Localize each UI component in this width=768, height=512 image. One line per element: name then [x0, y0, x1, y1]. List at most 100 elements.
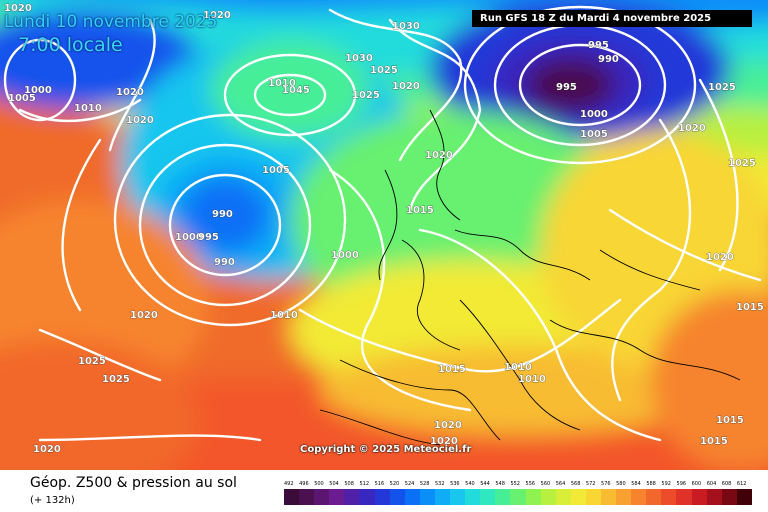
legend-swatch	[419, 489, 435, 505]
isobar-label: 1005	[8, 93, 36, 104]
isobar-label: 1025	[352, 90, 380, 101]
legend-label: 568	[570, 481, 581, 487]
isobar-label: 1020	[126, 115, 154, 126]
model-run-info: Run GFS 18 Z du Mardi 4 novembre 2025	[472, 10, 752, 27]
isobar-label: 1000	[331, 250, 359, 261]
legend-swatch	[691, 489, 707, 505]
isobar-label: 1015	[700, 436, 728, 447]
isobar-label: 1015	[438, 364, 466, 375]
isobar-label: 1020	[678, 123, 706, 134]
legend-label: 576	[601, 481, 611, 487]
legend-swatch	[434, 489, 451, 505]
legend-label: 524	[404, 481, 415, 487]
lead-time: (+ 132h)	[30, 495, 75, 506]
legend-swatch	[540, 489, 556, 505]
legend-swatch	[570, 489, 586, 505]
isobar-label: 995	[556, 82, 577, 93]
legend-swatch	[299, 489, 315, 505]
legend-label: 596	[676, 481, 687, 487]
isobar-label: 1020	[434, 420, 462, 431]
isobar-label: 990	[214, 257, 235, 268]
isobar-label: 1010	[270, 310, 298, 321]
legend-swatch	[736, 489, 752, 505]
map-footer: Géop. Z500 & pression au sol (+ 132h) 49…	[0, 470, 768, 512]
isobar-label: 990	[212, 209, 233, 220]
isobar-label: 1010	[518, 374, 546, 385]
legend-label: 528	[419, 481, 430, 487]
isobar-label: 1045	[282, 85, 310, 96]
legend-labels: 492 496 500 504 508 512 516 520 524 528 532 536 540 5…	[284, 470, 754, 487]
legend-swatch	[389, 489, 405, 505]
legend-label: 556	[525, 481, 536, 487]
isobar-label: 1010	[74, 103, 102, 114]
isobar-label: 1000	[175, 232, 203, 243]
color-legend	[284, 489, 752, 505]
legend-label: 552	[510, 481, 520, 487]
legend-swatch	[495, 489, 511, 505]
isobar-label: 1020	[203, 10, 231, 21]
legend-label: 564	[555, 481, 566, 487]
legend-swatch	[525, 489, 541, 505]
legend-label: 612	[736, 481, 747, 487]
legend-label: 516	[374, 481, 385, 487]
legend-swatch	[646, 489, 662, 505]
isobar-label: 1025	[708, 82, 736, 93]
isobar-label: 1020	[116, 87, 144, 98]
legend-label: 540	[465, 481, 475, 487]
map-canvas: 1020 1020 1030 1000 1005 1010 1020 1020 …	[0, 0, 768, 470]
legend-swatch	[706, 489, 722, 505]
product-title: Géop. Z500 & pression au sol	[30, 475, 237, 491]
legend-swatch	[359, 489, 375, 505]
copyright-notice: Copyright © 2025 Meteociel.fr	[300, 444, 472, 455]
isobar-label: 995	[198, 232, 219, 243]
legend-swatch	[314, 489, 330, 505]
isobar-label: 1010	[504, 362, 532, 373]
legend-swatch	[661, 489, 677, 505]
isobar-label: 1020	[130, 310, 158, 321]
isobar-labels: 1020 1020 1030 1000 1005 1010 1020 1020 …	[4, 3, 764, 456]
legend-swatch	[600, 489, 617, 505]
legend-label: 548	[495, 481, 505, 487]
legend-label: 608	[721, 481, 732, 487]
legend-label: 584	[631, 481, 641, 487]
legend-swatch	[676, 489, 692, 505]
isobar-label: 1020	[392, 81, 420, 92]
legend-label: 544	[480, 481, 490, 487]
isobar-label: 1020	[706, 252, 734, 263]
legend-swatch	[510, 489, 526, 505]
isobar-label: 1020	[4, 3, 32, 14]
isobar-label: 1030	[392, 21, 420, 32]
isobar-label: 1025	[102, 374, 130, 385]
legend-swatch	[631, 489, 647, 505]
legend-label: 588	[646, 481, 656, 487]
isobar-label: 1015	[406, 205, 434, 216]
isobar-label: 1020	[430, 436, 458, 447]
legend-label: 492	[284, 481, 294, 487]
legend-swatch	[284, 489, 300, 505]
legend-swatch	[404, 489, 420, 505]
legend-label: 504	[329, 481, 339, 487]
weather-map: 1020 1020 1030 1000 1005 1010 1020 1020 …	[0, 0, 768, 470]
isobar-label: 995	[588, 40, 609, 51]
forecast-local-time: 7:00 locale	[18, 34, 123, 56]
legend-swatch	[465, 489, 481, 505]
isobar-label: 1010	[268, 78, 296, 89]
isobar-label: 1000	[580, 109, 608, 120]
legend-label: 604	[706, 481, 717, 487]
legend-label: 532	[434, 481, 445, 487]
legend-label: 512	[359, 481, 370, 487]
isobar-label: 1030	[345, 53, 373, 64]
legend-swatch	[585, 489, 601, 505]
legend-swatch	[480, 489, 496, 505]
legend-swatch	[329, 489, 345, 505]
legend-label: 520	[389, 481, 400, 487]
isobar-label: 1000	[24, 85, 52, 96]
legend-label: 592	[661, 481, 671, 487]
isobar-label: 1020	[33, 444, 61, 455]
legend-label: 500	[314, 481, 324, 487]
legend-swatch	[450, 489, 466, 505]
legend-swatch	[344, 489, 360, 505]
legend-label: 580	[616, 481, 626, 487]
legend-label: 536	[450, 481, 460, 487]
legend-label: 496	[299, 481, 309, 487]
